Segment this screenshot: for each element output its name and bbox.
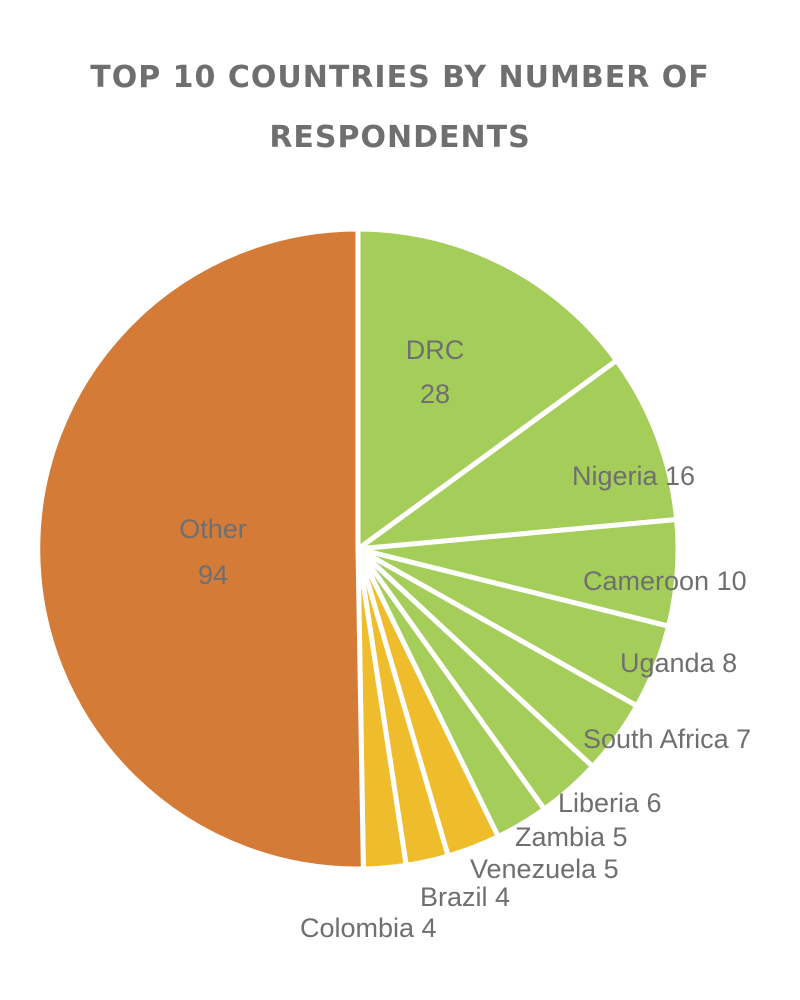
- slice-label-brazil: Brazil 4: [420, 882, 510, 912]
- slice-label-venezuela: Venezuela 5: [470, 854, 619, 884]
- pie-slice-drc: [355, 226, 620, 552]
- slice-label-south-africa: South Africa 7: [583, 724, 751, 754]
- slice-label-nigeria: Nigeria 16: [572, 461, 695, 491]
- pie-slices: [35, 226, 681, 872]
- slice-label-drc: DRC: [406, 335, 465, 365]
- slice-label-cameroon: Cameroon 10: [583, 566, 747, 596]
- slice-label-other: Other: [179, 514, 247, 544]
- chart-title: TOP 10 COUNTRIES BY NUMBER OF RESPONDENT…: [0, 48, 800, 168]
- pie-slice-other: [35, 226, 366, 872]
- slice-label-liberia: Liberia 6: [558, 788, 662, 818]
- pie-labels: DRC 28 Nigeria 16 Cameroon 10 Uganda 8 South …: [179, 335, 751, 943]
- chart-title-line-2: RESPONDENTS: [269, 120, 531, 155]
- slice-label-colombia: Colombia 4: [300, 913, 437, 943]
- slice-value-drc: 28: [420, 379, 450, 409]
- slice-label-uganda: Uganda 8: [620, 648, 737, 678]
- chart-title-line-1: TOP 10 COUNTRIES BY NUMBER OF: [90, 60, 710, 95]
- slice-label-zambia: Zambia 5: [515, 822, 628, 852]
- pie-slice-nigeria: [355, 357, 680, 552]
- slice-value-other: 94: [198, 560, 228, 590]
